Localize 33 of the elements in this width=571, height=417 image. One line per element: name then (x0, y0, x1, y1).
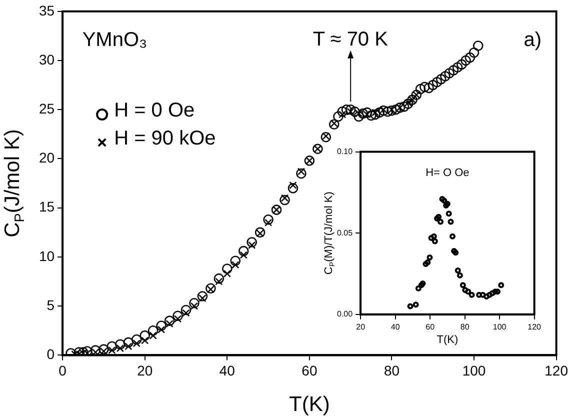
x-axis-title: T(K) (436, 334, 458, 346)
y-tick-label: 20 (38, 150, 55, 166)
y-tick-label: 0.10 (336, 147, 354, 156)
y-tick-label: 30 (38, 51, 55, 68)
x-tick-label: 100 (462, 362, 486, 378)
annotation: YMnO₃ (82, 28, 148, 51)
x-tick-label: 120 (528, 322, 542, 332)
x-tick-label: 100 (492, 322, 507, 332)
y-tick-label: 0.05 (336, 228, 354, 238)
x-tick-label: 80 (460, 322, 470, 332)
x-tick-label: 40 (219, 362, 236, 378)
annotation: H= O Oe (426, 167, 470, 180)
y-tick-label: 0.00 (336, 310, 354, 319)
x-tick-label: 40 (390, 322, 400, 332)
x-tick-label: 120 (544, 362, 568, 378)
y-axis-title: CP(J/mol K) (0, 129, 28, 238)
annotation: a) (524, 28, 542, 51)
x-tick-label: 20 (137, 362, 153, 378)
x-tick-label: 20 (356, 322, 366, 332)
y-tick-label: 0 (46, 346, 55, 362)
x-tick-label: 80 (384, 362, 400, 378)
x-tick-label: 60 (426, 322, 436, 332)
y-tick-label: 10 (38, 248, 55, 264)
y-tick-label: 15 (38, 198, 55, 215)
x-tick-label: 60 (302, 362, 318, 378)
annotation: T ≈ 70 K (312, 28, 389, 50)
x-tick-label: 0 (58, 362, 67, 378)
y-tick-label: 5 (46, 296, 55, 313)
legend-label: H = 90 kOe (114, 128, 216, 150)
y-tick-label: 35 (38, 2, 55, 18)
y-tick-label: 25 (38, 100, 55, 116)
x-axis-title: T(K) (289, 393, 330, 416)
legend-label: H = 0 Oe (114, 100, 195, 122)
